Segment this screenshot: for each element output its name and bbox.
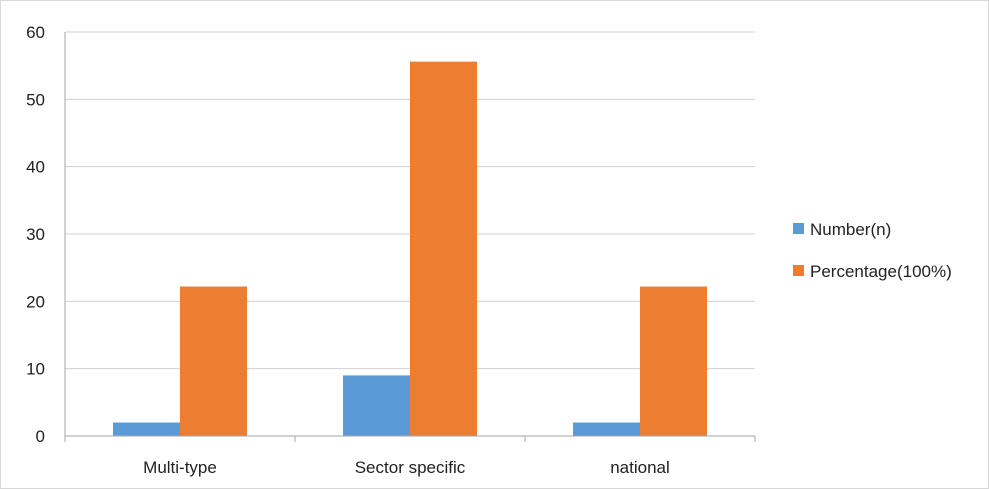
x-tick-label: Multi-type [143,458,217,477]
axes [64,32,756,442]
bars [113,61,707,436]
legend-swatch [793,265,804,276]
y-tick-label: 10 [26,360,45,379]
y-tick-label: 20 [26,292,45,311]
legend-label: Number(n) [810,220,891,239]
y-tick-label: 50 [26,90,45,109]
bar-number-1 [113,422,180,436]
legend-swatch [793,223,804,234]
x-tick-label: Sector specific [355,458,466,477]
y-tick-label: 40 [26,158,45,177]
bar-percentage-2 [410,61,477,436]
x-tick-labels: Multi-type Sector specific national [143,458,670,477]
y-tick-label: 30 [26,225,45,244]
bar-percentage-1 [180,286,247,436]
x-tick-label: national [610,458,670,477]
y-tick-label: 60 [26,23,45,42]
y-tick-label: 0 [36,427,45,446]
bar-number-3 [573,422,640,436]
legend: Number(n) Percentage(100%) [793,220,952,281]
bar-percentage-3 [640,286,707,436]
bar-number-2 [343,375,410,436]
legend-label: Percentage(100%) [810,262,952,281]
y-tick-labels: 0 10 20 30 40 50 60 [26,23,45,446]
